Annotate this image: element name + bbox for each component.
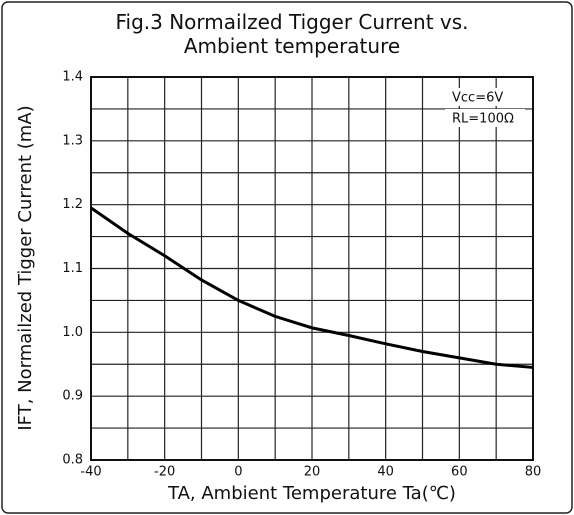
x-tick-label: 0 [234, 465, 242, 480]
plot-frame [90, 76, 534, 461]
y-tick-label: 1.1 [62, 261, 83, 276]
chart-title: Fig.3 Normailzed Tigger Current vs. Ambi… [115, 10, 469, 58]
y-tick-label: 1.0 [62, 325, 83, 340]
annotation-bg [445, 109, 525, 127]
x-tick-label: -40 [80, 465, 101, 480]
y-tick-label: 0.9 [62, 389, 83, 404]
y-axis-label: IFT, Normailzed Tigger Current (mA) [15, 105, 36, 430]
x-tick-label: 20 [304, 465, 321, 480]
y-tick-label: 1.2 [62, 197, 83, 212]
y-tick-label: 1.4 [62, 70, 83, 85]
x-tick-label: -20 [154, 465, 175, 480]
x-axis-label: TA, Ambient Temperature Ta(℃) [167, 483, 456, 504]
annotation-bg [445, 88, 525, 106]
annotation: Vcc=6V [452, 91, 503, 106]
data-line [90, 206, 534, 369]
x-tick-label: 80 [525, 465, 542, 480]
y-tick-label: 1.3 [62, 133, 83, 148]
x-tick-label: 40 [377, 465, 394, 480]
annotation: RL=100Ω [452, 112, 514, 127]
x-tick-label: 60 [451, 465, 468, 480]
y-tick-label: 0.8 [62, 453, 83, 468]
